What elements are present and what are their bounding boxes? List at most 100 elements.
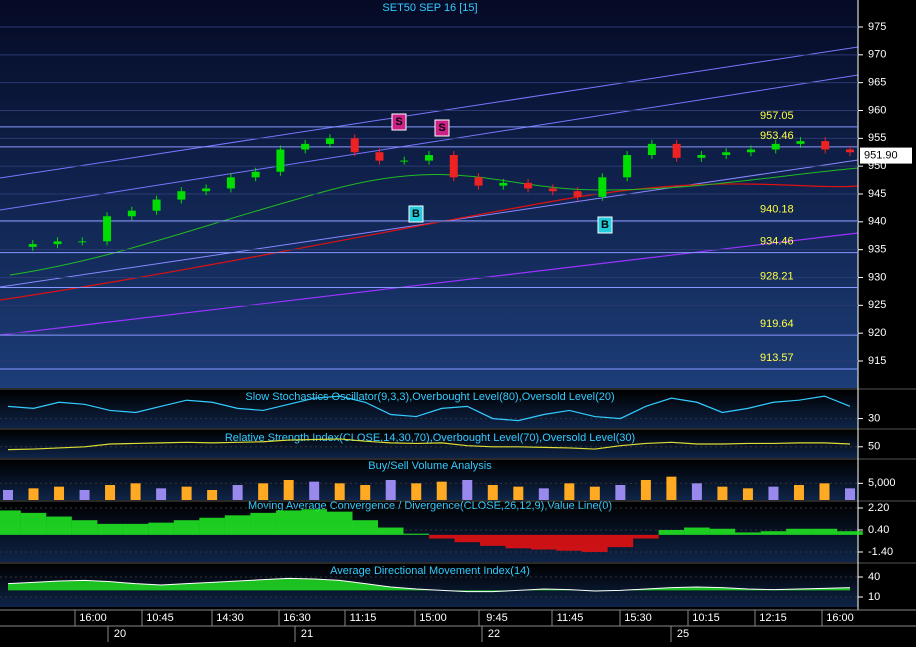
x-tick-label: 10:15 <box>692 612 720 624</box>
candle <box>177 191 186 200</box>
y-tick-label: 915 <box>868 355 886 367</box>
volume-bar <box>28 488 39 500</box>
signal-marker <box>434 119 450 137</box>
y-tick-label: 5,000 <box>868 477 896 489</box>
volume-bar <box>538 488 549 500</box>
candle <box>226 177 235 189</box>
candle <box>697 155 706 158</box>
y-tick-label: 935 <box>868 244 886 256</box>
x-tick-label: 16:00 <box>79 612 107 624</box>
candle <box>78 241 87 243</box>
candle <box>846 149 854 153</box>
volume-bar <box>309 481 320 500</box>
y-tick-label: 920 <box>868 327 886 339</box>
volume-bar <box>487 485 498 500</box>
level-label: 919.64 <box>760 318 794 330</box>
macd-bar <box>224 515 251 535</box>
volume-bar <box>130 483 141 500</box>
candle <box>598 177 607 197</box>
signal-label: S <box>395 116 402 128</box>
y-tick-label: 2.20 <box>868 502 889 514</box>
x-tick-label: 12:15 <box>759 612 787 624</box>
candle <box>103 216 112 242</box>
trend-line <box>0 74 859 211</box>
y-tick-label: 30 <box>868 413 880 425</box>
macd-bar <box>250 512 276 535</box>
macd-bar <box>454 534 481 543</box>
volume-bar <box>105 485 116 500</box>
volume-bar <box>640 480 651 500</box>
macd-bar <box>46 516 72 535</box>
candle <box>796 141 805 144</box>
x-tick-label: 16:30 <box>283 612 311 624</box>
macd-bar <box>658 529 685 535</box>
volume-bar <box>360 485 371 500</box>
candle <box>276 149 285 172</box>
candle <box>573 191 582 197</box>
candle <box>524 182 533 189</box>
candle <box>325 138 334 144</box>
volume-bar <box>691 483 702 500</box>
candle <box>425 155 433 161</box>
volume-bar <box>232 485 243 500</box>
day-label: 20 <box>114 628 126 640</box>
macd-bar <box>0 510 21 535</box>
volume-bar <box>717 486 728 500</box>
volume-bar <box>513 486 524 500</box>
volume-bar <box>462 480 473 500</box>
level-label: 940.18 <box>760 204 794 216</box>
candle <box>350 138 359 153</box>
macd-bar <box>709 528 736 535</box>
indicator-panel <box>0 460 858 500</box>
moving-average <box>9 167 859 276</box>
candle <box>301 143 310 150</box>
y-tick-label: 40 <box>868 571 880 583</box>
macd-bar <box>582 534 608 552</box>
volume-bar <box>385 480 396 500</box>
macd-bar <box>837 531 863 535</box>
macd-bar <box>505 534 532 549</box>
candle <box>127 210 136 217</box>
x-tick-label: 10:45 <box>146 612 174 624</box>
volume-bar <box>207 490 218 500</box>
volume-bar <box>79 490 90 500</box>
volume-bar <box>666 476 677 500</box>
signal-label: S <box>438 122 445 134</box>
y-tick-label: 940 <box>868 216 886 228</box>
x-tick-label: 14:30 <box>216 612 244 624</box>
macd-bar <box>556 534 583 551</box>
volume-bar <box>436 481 447 500</box>
y-tick-label: 955 <box>868 132 886 144</box>
indicator-line <box>7 395 851 422</box>
level-label: 934.46 <box>760 236 794 248</box>
macd-bar <box>377 527 404 535</box>
candle <box>672 143 681 158</box>
level-label: 953.46 <box>760 130 794 142</box>
signal-label: B <box>412 208 420 220</box>
trend-line <box>0 46 859 179</box>
candle <box>251 171 260 178</box>
panel-title: Average Directional Movement Index(14) <box>330 565 530 577</box>
candle <box>474 177 483 186</box>
panel-title: Buy/Sell Volume Analysis <box>368 460 492 472</box>
x-tick-label: 11:45 <box>557 612 584 624</box>
panel-title: Relative Strength Index(CLOSE,14,30,70),… <box>225 432 635 444</box>
volume-bar <box>156 488 167 500</box>
volume-bar <box>283 480 294 500</box>
y-tick-label: 0.40 <box>868 524 889 536</box>
signal-marker <box>408 205 424 223</box>
level-label: 957.05 <box>760 110 794 122</box>
candle <box>722 152 731 156</box>
macd-bar <box>607 534 634 548</box>
y-tick-label: 975 <box>868 21 886 33</box>
macd-bar <box>326 511 353 535</box>
volume-bar <box>845 488 855 500</box>
y-tick-label: 960 <box>868 104 886 116</box>
y-tick-label: -1.40 <box>868 546 893 558</box>
y-tick-label: 965 <box>868 77 886 89</box>
candle <box>623 155 632 178</box>
candle <box>499 182 508 186</box>
volume-bar <box>54 486 65 500</box>
candle <box>771 143 780 150</box>
